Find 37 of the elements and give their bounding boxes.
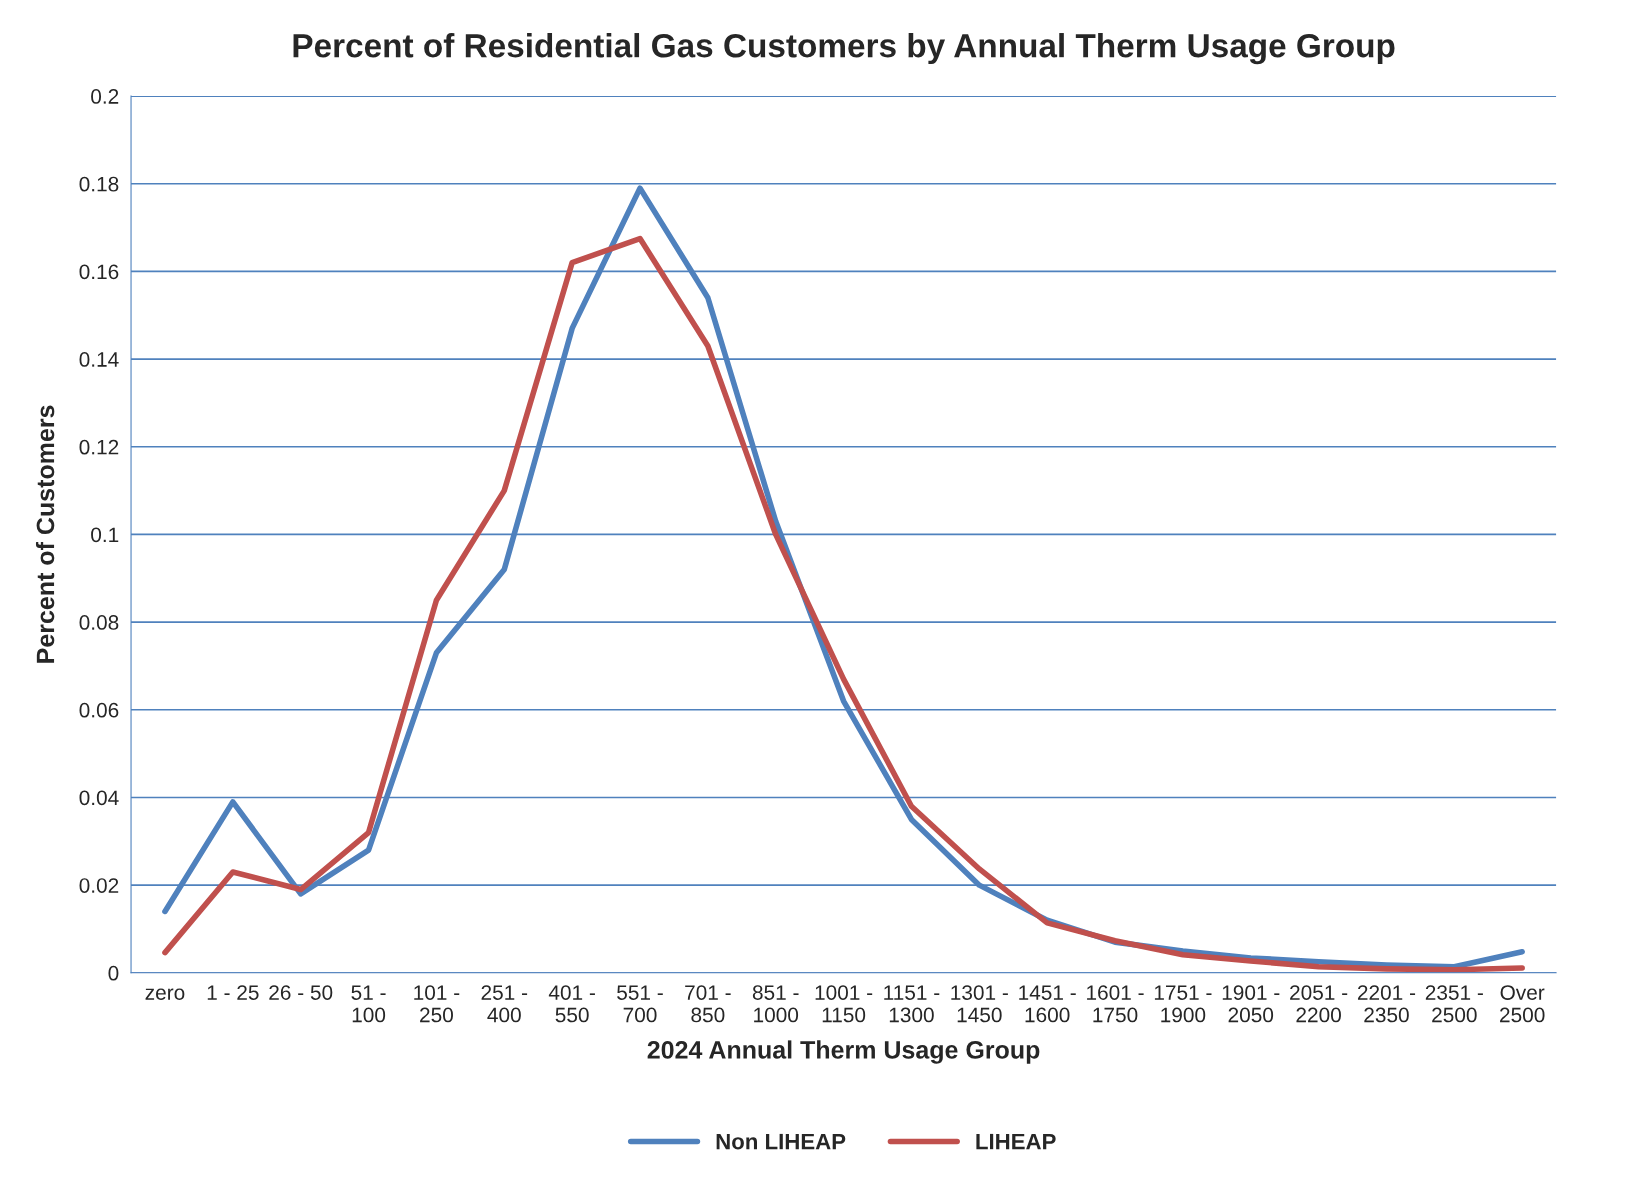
y-tick-label: 0.04 bbox=[79, 790, 119, 806]
x-tick-label: 1151 - 1300 bbox=[884, 985, 940, 1023]
y-tick-label: 0.18 bbox=[79, 176, 119, 192]
x-tick-label: 701 - 850 bbox=[685, 985, 731, 1023]
x-tick-label: 401 - 550 bbox=[548, 985, 595, 1023]
y-tick-label: 0.08 bbox=[79, 615, 119, 630]
x-tick-label: 2351 - 2500 bbox=[1425, 985, 1483, 1023]
x-tick-label: 1751 - 1900 bbox=[1154, 985, 1212, 1023]
chart-title: Percent of Residential Gas Customers by Annual Therm Usage Group bbox=[293, 33, 1395, 65]
y-tick-label: 0.1 bbox=[91, 527, 119, 543]
x-tick-label: 1301 - 1450 bbox=[951, 985, 1008, 1023]
y-tick-label: 0.14 bbox=[79, 352, 119, 367]
legend-label: LIHEAP bbox=[976, 1133, 1056, 1150]
x-tick-label: 1 - 25 bbox=[207, 985, 259, 1000]
y-tick-label: 0.2 bbox=[91, 89, 119, 104]
x-tick-label: 851 - 1000 bbox=[752, 985, 799, 1023]
y-axis-title: Percent of Customers bbox=[35, 405, 55, 663]
x-tick-label: 101 - 250 bbox=[414, 985, 460, 1023]
legend-label: Non LIHEAP bbox=[716, 1133, 846, 1150]
x-tick-label: 1001 - 1150 bbox=[815, 985, 873, 1023]
x-tick-label: 1601 - 1750 bbox=[1087, 985, 1144, 1023]
x-tick-label: 51 - 100 bbox=[351, 985, 386, 1023]
y-tick-label: 0.06 bbox=[79, 702, 119, 718]
y-tick-label: 0.02 bbox=[79, 878, 119, 893]
x-tick-label: 26 - 50 bbox=[269, 985, 333, 1000]
x-tick-label: zero bbox=[145, 988, 185, 1000]
x-tick-label: 2201 - 2350 bbox=[1357, 985, 1416, 1023]
x-tick-label: 1451 - 1600 bbox=[1019, 985, 1076, 1023]
x-tick-label: 1901 - 2050 bbox=[1222, 985, 1280, 1023]
y-tick-label: 0.12 bbox=[79, 439, 119, 455]
x-tick-label: 2051 - 2200 bbox=[1290, 985, 1348, 1023]
x-tick-label: 551 - 700 bbox=[617, 985, 663, 1023]
y-tick-label: 0 bbox=[108, 965, 119, 981]
x-tick-label: Over 2500 bbox=[1500, 985, 1545, 1023]
x-tick-label: 251 - 400 bbox=[481, 985, 528, 1023]
y-tick-label: 0.16 bbox=[79, 264, 119, 280]
x-axis-title: 2024 Annual Therm Usage Group bbox=[647, 1040, 1040, 1064]
